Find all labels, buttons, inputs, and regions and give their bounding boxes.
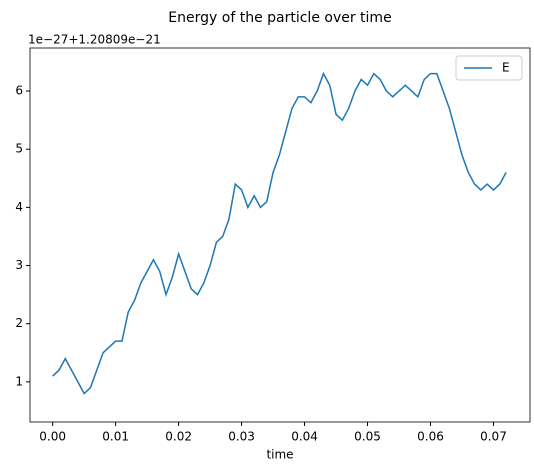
- x-tick-label: 0.06: [417, 430, 444, 444]
- y-tick-label: 1: [15, 374, 23, 388]
- legend-label: E: [502, 61, 510, 75]
- y-tick-label: 5: [15, 142, 23, 156]
- chart-title: Energy of the particle over time: [168, 10, 391, 26]
- y-tick-label: 3: [15, 258, 23, 272]
- x-tick-label: 0.01: [102, 430, 129, 444]
- data-line: [52, 71, 507, 395]
- y-tick-label: 4: [15, 200, 23, 214]
- x-tick-label: 0.02: [165, 430, 192, 444]
- offset-label: 1e−27+1.20809e−21: [28, 33, 161, 47]
- x-tick-label: 0.04: [291, 430, 318, 444]
- x-axis-label: time: [266, 448, 293, 462]
- x-tick-label: 0.07: [480, 430, 507, 444]
- y-tick-label: 6: [15, 84, 23, 98]
- x-tick-label: 0.05: [354, 430, 381, 444]
- x-tick-label: 0.03: [228, 430, 255, 444]
- x-tick-label: 0.00: [39, 430, 66, 444]
- y-tick-label: 2: [15, 316, 23, 330]
- plot-frame: [29, 47, 531, 423]
